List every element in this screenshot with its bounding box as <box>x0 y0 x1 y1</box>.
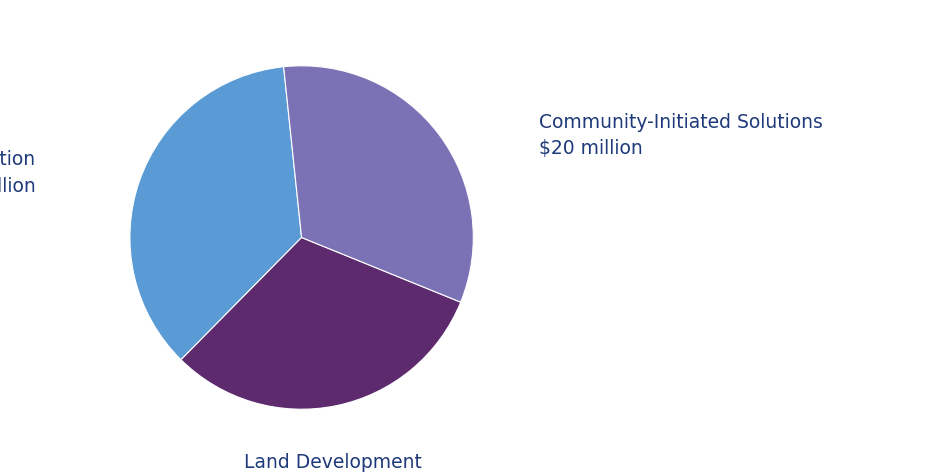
Text: Land Acquisition
$23 million: Land Acquisition $23 million <box>0 150 35 196</box>
Text: Community-Initiated Solutions
$20 million: Community-Initiated Solutions $20 millio… <box>538 112 821 158</box>
Wedge shape <box>181 238 460 409</box>
Wedge shape <box>284 67 473 303</box>
Wedge shape <box>130 68 301 360</box>
Text: Land Development
$21 million: Land Development $21 million <box>243 452 421 476</box>
